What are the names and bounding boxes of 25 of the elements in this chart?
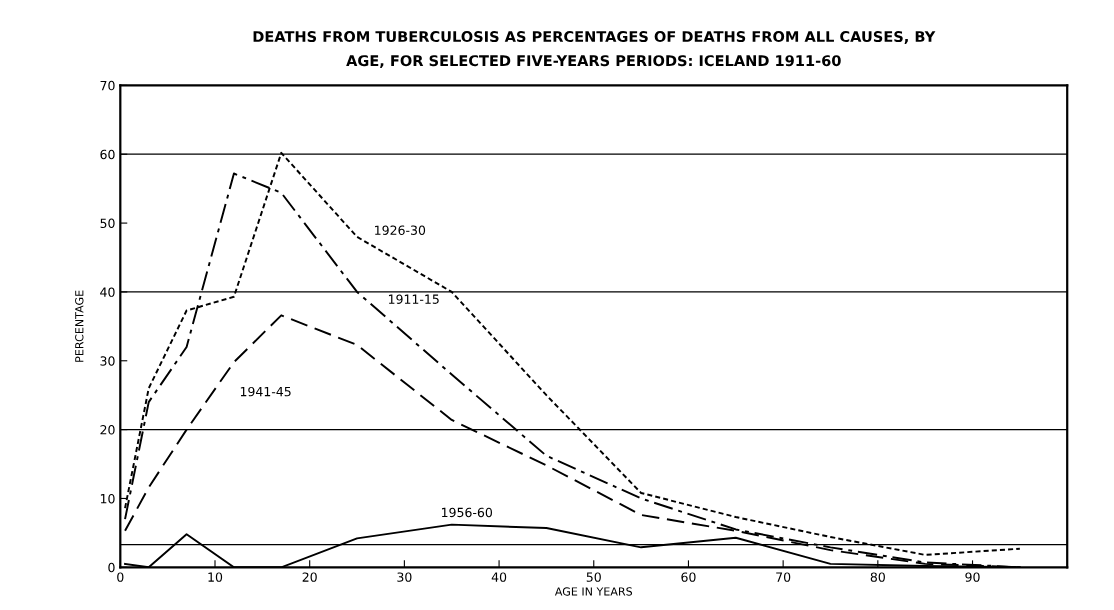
x-tick-label: 50 (586, 572, 601, 582)
x-tick-label: 10 (208, 572, 223, 582)
series-label: 1941-45 (240, 386, 291, 397)
x-axis-title: AGE IN YEARS (554, 587, 633, 596)
y-tick-label: 30 (100, 356, 115, 366)
y-tick-label: 60 (100, 149, 115, 160)
x-tick-label: 70 (776, 572, 791, 582)
series-label: 1956-60 (441, 507, 493, 518)
x-tick-label: 40 (491, 572, 507, 582)
y-tick-label: 0 (108, 562, 115, 573)
x-tick-label: 80 (870, 572, 885, 582)
chart-title: DEATHS FROM TUBERCULOSIS AS PERCENTAGES OF DEATHS FROM ALL CAUSES, BY AGE, FOR SELECTED FIVE-YEARS PERIODS: ICELAND 1911-60 (253, 31, 936, 69)
series-label: 1911-15 (388, 294, 439, 304)
x-tick-label: 30 (397, 572, 412, 582)
y-axis-title: PERCENTAGE (75, 290, 84, 362)
y-tick-label: 20 (100, 425, 115, 435)
y-tick-label: 50 (100, 218, 115, 229)
x-tick-label: 0 (117, 572, 124, 582)
series-label: 1926-30 (375, 225, 426, 235)
y-tick-label: 70 (100, 80, 115, 91)
x-tick-label: 20 (302, 572, 317, 582)
y-tick-label: 10 (100, 493, 115, 504)
x-tick-label: 60 (681, 572, 696, 582)
x-tick-label: 90 (965, 572, 980, 582)
y-tick-label: 40 (100, 287, 115, 297)
